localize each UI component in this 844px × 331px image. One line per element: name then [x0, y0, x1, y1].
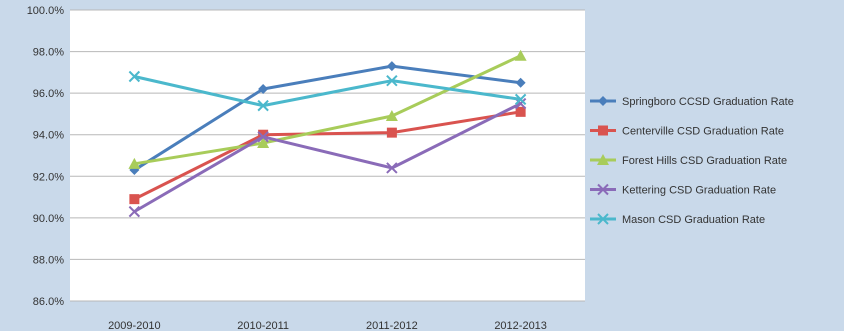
data-point	[515, 77, 526, 88]
data-point	[386, 74, 398, 87]
data-point	[257, 99, 269, 112]
plot-area	[70, 10, 585, 301]
data-point	[258, 129, 269, 140]
data-point	[386, 162, 398, 174]
series-1	[129, 61, 526, 176]
series-line	[133, 102, 522, 213]
data-point	[257, 131, 269, 143]
legend-item: Mason CSD Graduation Rate	[590, 213, 765, 226]
y-tick-label: 88.0%	[33, 254, 64, 266]
x-tick-label: 2010-2011	[237, 320, 289, 331]
data-point	[385, 110, 398, 122]
y-tick-label: 92.0%	[33, 171, 64, 183]
x-tick-label: 2012-2013	[494, 320, 547, 331]
series-4	[128, 97, 527, 218]
series-3	[128, 49, 527, 169]
y-axis-tick-labels: 86.0% 88.0% 90.0% 92.0% 94.0% 96.0% 98.0% 100.0…	[27, 5, 65, 308]
series-5	[128, 70, 527, 112]
legend-label: Mason CSD Graduation Rate	[622, 214, 765, 226]
series-lines	[128, 49, 527, 218]
legend-label: Forest Hills CSD Graduation Rate	[622, 155, 787, 167]
legend-label: Springboro CCSD Graduation Rate	[622, 96, 794, 108]
legend-marker	[597, 183, 609, 196]
legend-marker	[597, 154, 609, 165]
data-point	[515, 106, 526, 117]
data-point	[258, 83, 269, 94]
series-line	[133, 110, 521, 201]
data-point	[128, 70, 141, 83]
legend-label: Centerville CSD Graduation Rate	[622, 126, 784, 138]
y-tick-label: 100.0%	[27, 5, 65, 17]
data-point	[386, 61, 397, 72]
legend-marker	[597, 213, 609, 225]
data-point	[129, 194, 140, 205]
data-point	[514, 93, 527, 106]
x-tick-label: 2011-2012	[366, 320, 418, 331]
legend-item: Kettering CSD Graduation Rate	[590, 183, 776, 197]
y-tick-label: 96.0%	[33, 88, 64, 100]
y-tick-label: 90.0%	[33, 213, 64, 225]
data-point	[128, 157, 141, 169]
legend-marker	[598, 96, 608, 106]
series-line	[134, 54, 522, 166]
legend: Springboro CCSD Graduation Rate Centervil…	[590, 96, 794, 226]
x-tick-label: 2009-2010	[108, 320, 161, 331]
y-tick-label: 98.0%	[33, 47, 64, 59]
data-point	[128, 205, 141, 218]
legend-label: Kettering CSD Graduation Rate	[622, 185, 776, 197]
series-line	[133, 64, 521, 172]
x-axis-tick-labels: 2009-2010 2010-2011 2011-2012 2012-2013	[108, 320, 547, 331]
data-point	[257, 137, 270, 149]
data-point	[386, 127, 397, 138]
legend-item: Springboro CCSD Graduation Rate	[590, 96, 794, 108]
series-2	[129, 106, 526, 205]
series-line	[134, 75, 521, 108]
y-tick-label: 94.0%	[33, 130, 64, 142]
y-tick-label: 86.0%	[33, 296, 64, 308]
legend-marker	[598, 125, 608, 136]
legend-item: Centerville CSD Graduation Rate	[590, 125, 784, 138]
data-point	[514, 49, 527, 61]
legend-item: Forest Hills CSD Graduation Rate	[590, 154, 787, 167]
